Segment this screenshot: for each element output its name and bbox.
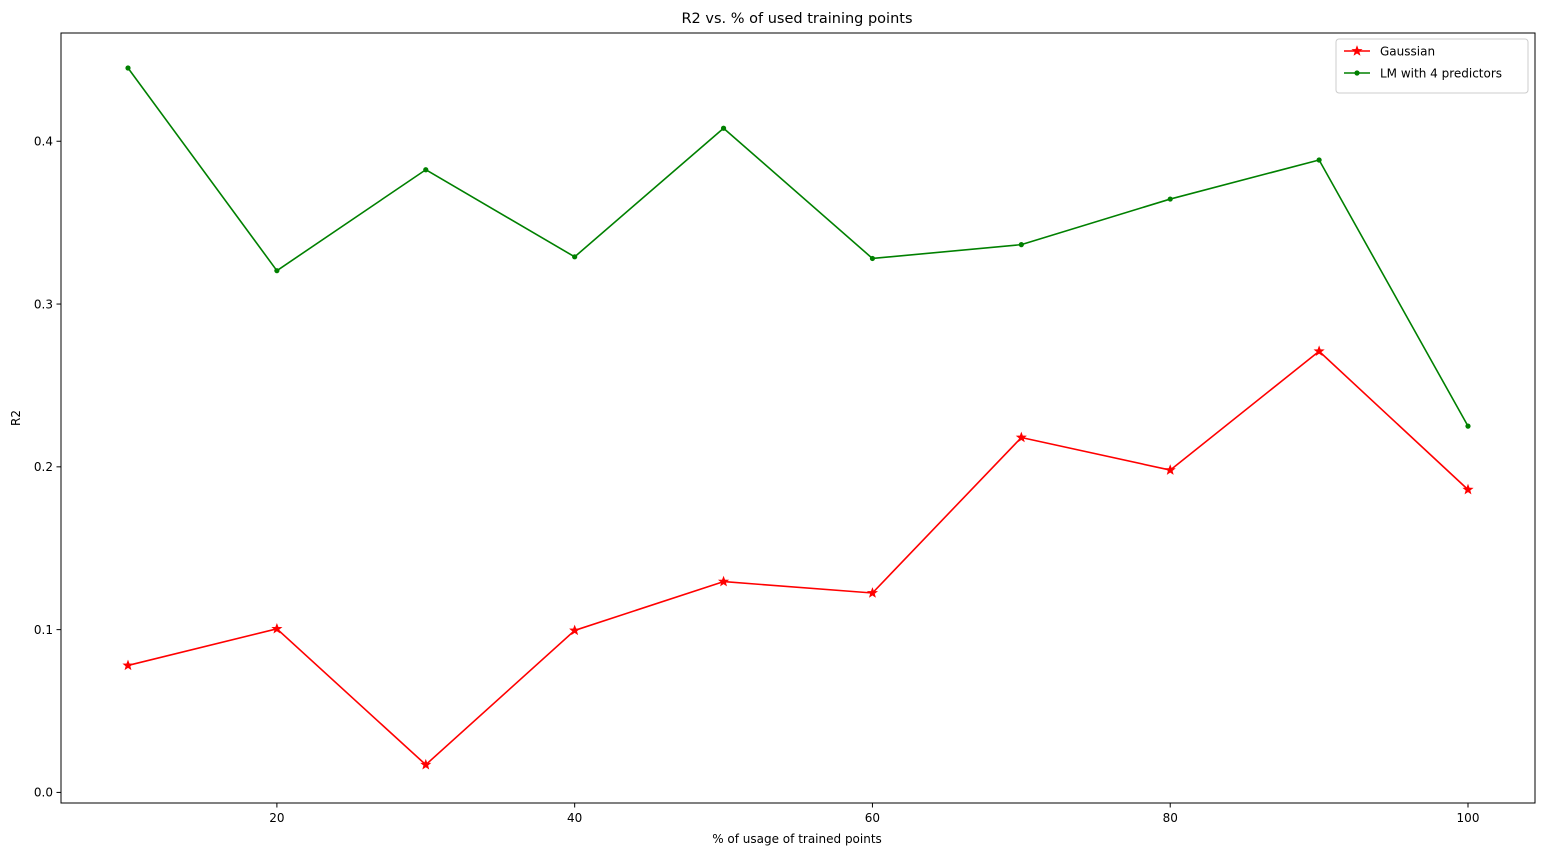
- data-point-gaussian: [1313, 345, 1325, 356]
- legend-marker: [1354, 70, 1360, 76]
- data-point-gaussian: [717, 575, 730, 587]
- data-point-lm-with-4-predictors: [1167, 196, 1173, 202]
- data-point-lm-with-4-predictors: [1465, 423, 1471, 429]
- legend-marker: [1351, 45, 1363, 56]
- data-point-lm-with-4-predictors: [869, 255, 876, 262]
- data-point-lm-with-4-predictors: [1316, 157, 1322, 163]
- data-point-gaussian: [271, 622, 283, 634]
- x-tick-label: 20: [269, 811, 284, 825]
- data-point-gaussian: [569, 624, 581, 636]
- y-tick-label: 0.3: [34, 297, 53, 311]
- x-tick-label: 100: [1457, 811, 1480, 825]
- legend-label: Gaussian: [1380, 44, 1435, 58]
- data-point-lm-with-4-predictors: [1018, 242, 1024, 248]
- y-tick-label: 0.1: [34, 623, 53, 637]
- legend: Gaussian LM with 4 predictors: [1335, 38, 1529, 94]
- x-axis-label: % of usage of trained points: [712, 832, 882, 846]
- plot-area-frame: [60, 32, 1536, 804]
- series-line-gaussian: [127, 350, 1469, 766]
- x-axis-ticks: 20 40 60 80 100: [269, 803, 1479, 825]
- y-tick-label: 0.0: [34, 786, 53, 800]
- y-tick-label: 0.2: [34, 460, 53, 474]
- chart-title: R2 vs. % of used training points: [681, 11, 912, 27]
- x-tick-label: 40: [567, 811, 582, 825]
- y-tick-label: 0.4: [34, 135, 53, 149]
- series-line-lm-with-4-predictors: [127, 67, 1469, 427]
- data-point-lm-with-4-predictors: [274, 268, 280, 274]
- data-point-gaussian: [1164, 464, 1176, 475]
- x-tick-label: 80: [1163, 811, 1178, 825]
- data-point-gaussian: [1462, 483, 1474, 495]
- x-tick-label: 60: [865, 811, 880, 825]
- y-axis-ticks: 0.0 0.1 0.2 0.3 0.4: [34, 135, 61, 800]
- legend-label: LM with 4 predictors: [1380, 66, 1502, 80]
- legend-box: [1335, 38, 1529, 94]
- data-point-gaussian: [866, 587, 879, 598]
- data-point-lm-with-4-predictors: [572, 254, 578, 260]
- data-point-gaussian: [122, 659, 134, 671]
- plot-series-layer: [122, 65, 1474, 770]
- data-point-lm-with-4-predictors: [720, 125, 727, 131]
- data-point-lm-with-4-predictors: [423, 167, 429, 173]
- data-point-lm-with-4-predictors: [125, 65, 131, 71]
- data-point-gaussian: [420, 758, 432, 770]
- y-axis-label: R2: [9, 410, 23, 426]
- data-point-gaussian: [1015, 431, 1027, 443]
